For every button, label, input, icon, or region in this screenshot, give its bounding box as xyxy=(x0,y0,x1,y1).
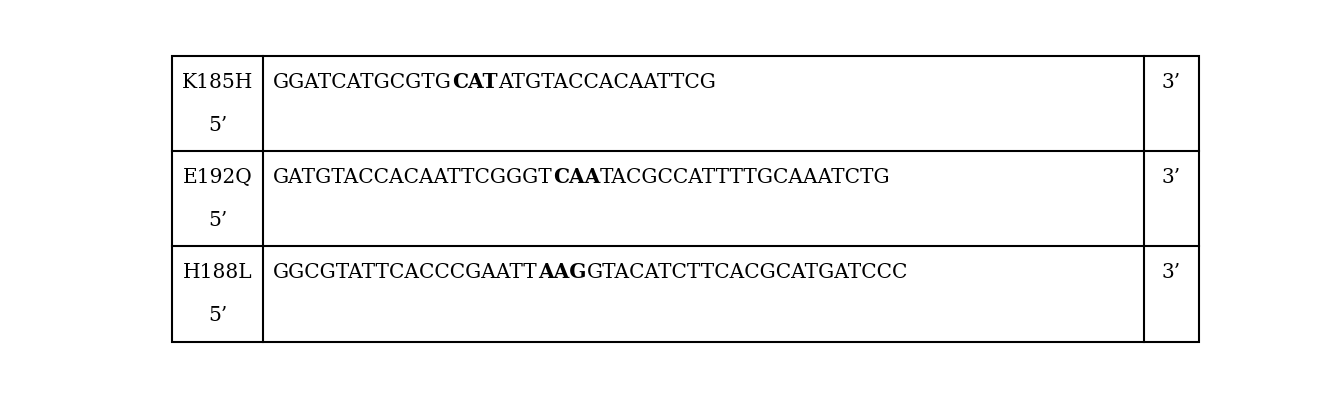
Text: H188L: H188L xyxy=(183,263,253,282)
Text: 5’: 5’ xyxy=(207,116,227,135)
Text: 3’: 3’ xyxy=(1161,263,1181,282)
Text: CAA: CAA xyxy=(553,167,601,187)
Text: CAT: CAT xyxy=(452,72,498,92)
Text: GGATCATGCGTG: GGATCATGCGTG xyxy=(273,72,452,91)
Text: 3’: 3’ xyxy=(1161,167,1181,187)
Text: TACGCCATTTTGCAAATCTG: TACGCCATTTTGCAAATCTG xyxy=(601,167,891,187)
Text: GTACATCTTCACGCATGATCCC: GTACATCTTCACGCATGATCCC xyxy=(586,263,907,282)
Text: ATGTACCACAATTCG: ATGTACCACAATTCG xyxy=(498,72,716,91)
Text: AAG: AAG xyxy=(538,262,586,282)
Text: GGCGTATTCACCCGAATT: GGCGTATTCACCCGAATT xyxy=(273,263,538,282)
Text: 5’: 5’ xyxy=(207,211,227,230)
Text: E192Q: E192Q xyxy=(183,167,253,187)
Text: 3’: 3’ xyxy=(1161,72,1181,91)
Text: 5’: 5’ xyxy=(207,307,227,325)
Text: K185H: K185H xyxy=(182,72,253,91)
Text: GATGTACCACAATTCGGGT: GATGTACCACAATTCGGGT xyxy=(273,167,553,187)
